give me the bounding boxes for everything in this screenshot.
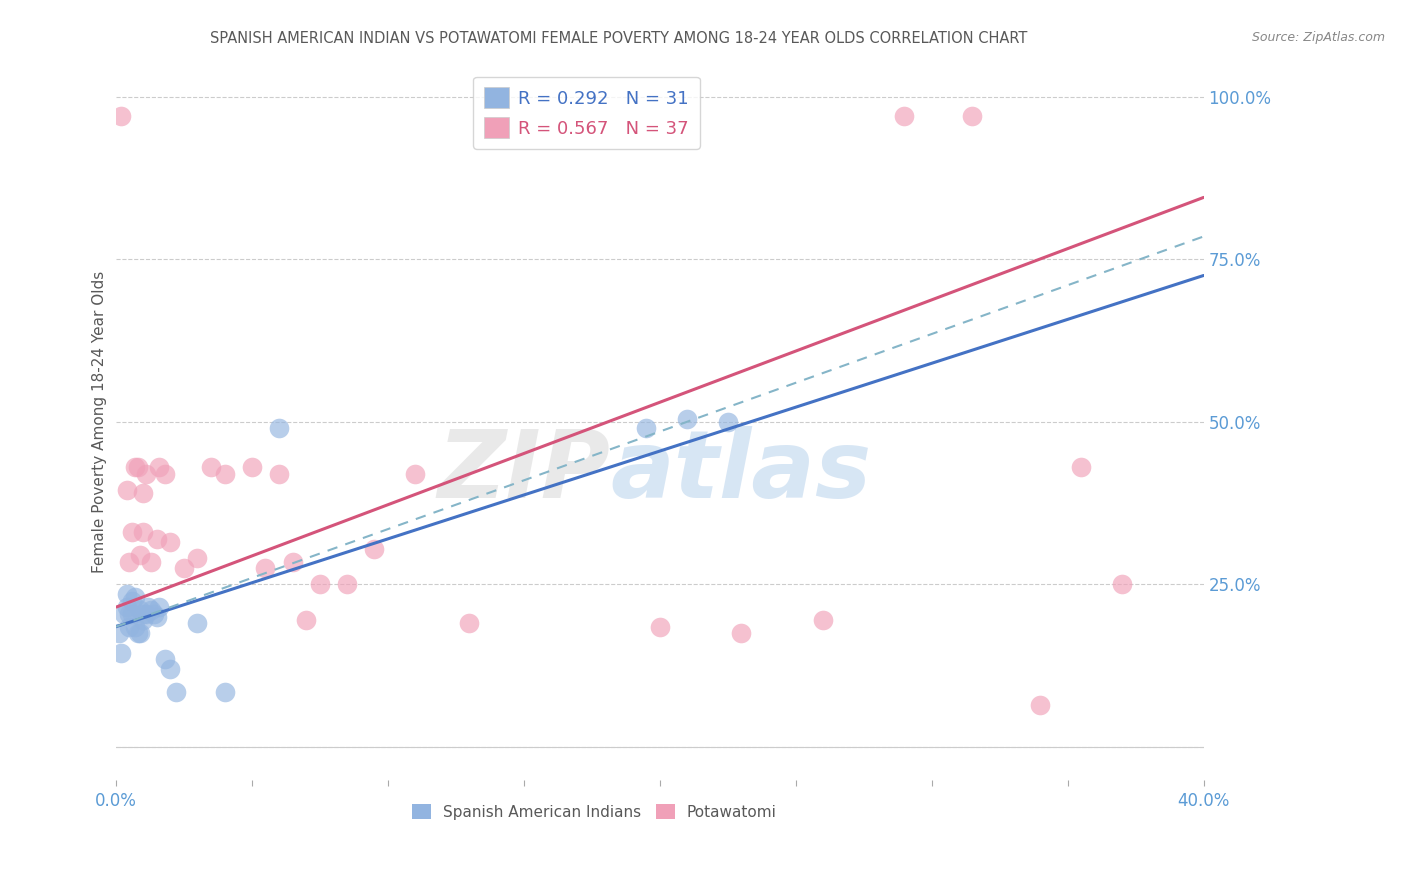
Y-axis label: Female Poverty Among 18-24 Year Olds: Female Poverty Among 18-24 Year Olds xyxy=(93,270,107,573)
Point xyxy=(336,577,359,591)
Point xyxy=(129,626,152,640)
Point xyxy=(159,535,181,549)
Point xyxy=(112,607,135,621)
Point xyxy=(115,483,138,497)
Point xyxy=(281,555,304,569)
Point xyxy=(893,109,915,123)
Point xyxy=(118,620,141,634)
Point xyxy=(148,460,170,475)
Point xyxy=(135,467,157,481)
Point xyxy=(127,626,149,640)
Text: SPANISH AMERICAN INDIAN VS POTAWATOMI FEMALE POVERTY AMONG 18-24 YEAR OLDS CORRE: SPANISH AMERICAN INDIAN VS POTAWATOMI FE… xyxy=(209,31,1028,46)
Point xyxy=(267,421,290,435)
Point xyxy=(148,600,170,615)
Point xyxy=(110,646,132,660)
Text: ZIP: ZIP xyxy=(437,425,610,518)
Point xyxy=(127,460,149,475)
Point xyxy=(153,652,176,666)
Point xyxy=(115,600,138,615)
Point xyxy=(121,593,143,607)
Point xyxy=(1111,577,1133,591)
Point xyxy=(165,685,187,699)
Point xyxy=(141,555,163,569)
Point xyxy=(159,662,181,676)
Point xyxy=(132,486,155,500)
Point xyxy=(636,421,658,435)
Point xyxy=(118,607,141,621)
Point xyxy=(458,616,481,631)
Point xyxy=(1029,698,1052,712)
Point xyxy=(129,548,152,562)
Point xyxy=(153,467,176,481)
Point xyxy=(138,600,160,615)
Text: atlas: atlas xyxy=(610,425,872,518)
Point xyxy=(124,591,146,605)
Point xyxy=(363,541,385,556)
Point xyxy=(254,561,277,575)
Point xyxy=(404,467,426,481)
Point xyxy=(186,616,208,631)
Point xyxy=(118,555,141,569)
Text: Source: ZipAtlas.com: Source: ZipAtlas.com xyxy=(1251,31,1385,45)
Point xyxy=(295,613,318,627)
Point xyxy=(676,411,699,425)
Point xyxy=(1070,460,1092,475)
Point xyxy=(811,613,834,627)
Point xyxy=(135,607,157,621)
Point xyxy=(124,620,146,634)
Point xyxy=(132,525,155,540)
Point xyxy=(717,415,740,429)
Point xyxy=(121,607,143,621)
Point xyxy=(730,626,752,640)
Point xyxy=(200,460,222,475)
Point xyxy=(267,467,290,481)
Point xyxy=(308,577,330,591)
Legend: Spanish American Indians, Potawatomi: Spanish American Indians, Potawatomi xyxy=(406,797,783,826)
Point xyxy=(141,603,163,617)
Point xyxy=(121,525,143,540)
Point xyxy=(142,607,165,621)
Point xyxy=(132,613,155,627)
Point xyxy=(214,467,236,481)
Point xyxy=(132,607,155,621)
Point xyxy=(115,587,138,601)
Point xyxy=(962,109,984,123)
Point xyxy=(240,460,263,475)
Point xyxy=(145,532,167,546)
Point xyxy=(145,610,167,624)
Point xyxy=(124,460,146,475)
Point xyxy=(186,551,208,566)
Point xyxy=(129,603,152,617)
Point xyxy=(107,626,129,640)
Point xyxy=(648,620,671,634)
Point xyxy=(214,685,236,699)
Point xyxy=(173,561,195,575)
Point xyxy=(110,109,132,123)
